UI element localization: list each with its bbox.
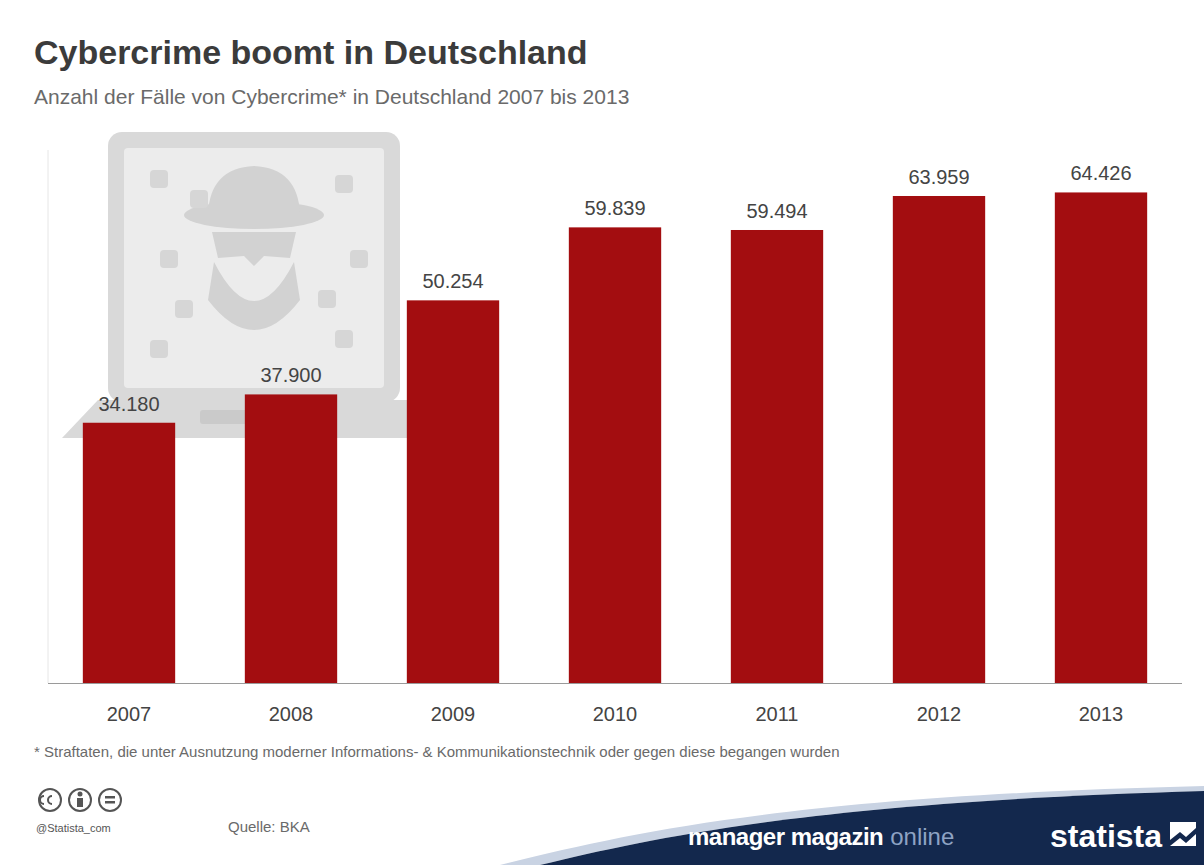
- data-label: 63.959: [908, 166, 969, 188]
- bar: [83, 423, 175, 683]
- mask: [212, 232, 296, 266]
- license-icon: [69, 789, 91, 811]
- laptop-illustration: [62, 132, 430, 438]
- x-tick-label: 2008: [269, 703, 314, 725]
- credit: @Statista_com: [36, 822, 111, 834]
- brand: statista: [1050, 818, 1162, 854]
- beard: [208, 262, 300, 330]
- title: Cybercrime boomt in Deutschland: [34, 33, 588, 71]
- baseline: [48, 683, 1182, 684]
- bar: [731, 230, 823, 683]
- data-label: 50.254: [422, 270, 483, 292]
- by-glyph: [77, 798, 83, 807]
- license-icons: [39, 789, 121, 811]
- bar: [569, 227, 661, 683]
- data-label: 64.426: [1070, 162, 1131, 184]
- icon: [190, 190, 208, 208]
- nd-glyph: [105, 796, 115, 799]
- data-label: 59.839: [584, 197, 645, 219]
- publisher-suffix: online: [890, 823, 954, 850]
- license-icon: [39, 789, 61, 811]
- bar: [893, 196, 985, 683]
- icon: [318, 290, 336, 308]
- source: Quelle: BKA: [228, 818, 310, 835]
- band: [540, 791, 1204, 865]
- x-tick-label: 2007: [107, 703, 152, 725]
- data-label: 59.494: [746, 200, 807, 222]
- value-axis-line: [48, 150, 49, 683]
- x-tick-label: 2011: [755, 703, 798, 725]
- publisher-name: manager magazin: [688, 823, 883, 850]
- subtitle: Anzahl der Fälle von Cybercrime* in Deut…: [34, 85, 629, 108]
- icon: [150, 340, 168, 358]
- data-label: 34.180: [98, 393, 159, 415]
- x-tick-label: 2013: [1079, 703, 1124, 725]
- icon: [350, 250, 368, 268]
- cc-glyph: [40, 796, 52, 804]
- band-highlight: [500, 786, 1204, 865]
- bar: [407, 300, 499, 683]
- x-tick-label: 2009: [431, 703, 476, 725]
- icon: [160, 250, 178, 268]
- bars: [83, 192, 1147, 683]
- license-icon: [99, 789, 121, 811]
- by-glyph: [78, 792, 83, 797]
- chart: Cybercrime boomt in Deutschland Anzahl de…: [0, 0, 1204, 865]
- footnote: * Straftaten, die unter Ausnutzung moder…: [34, 743, 840, 760]
- bar: [1055, 192, 1147, 683]
- brand-icon: [1170, 822, 1196, 846]
- x-tick-label: 2012: [917, 703, 962, 725]
- icon: [175, 300, 193, 318]
- icon: [335, 330, 353, 348]
- nd-glyph: [105, 801, 115, 804]
- x-tick-label: 2010: [593, 703, 638, 725]
- laptop-screen: [108, 132, 400, 402]
- bar: [245, 394, 337, 683]
- laptop-display: [124, 148, 384, 388]
- data-label: 37.900: [260, 364, 321, 386]
- icon: [150, 170, 168, 188]
- icon: [335, 175, 353, 193]
- brand-icon-wave: [1170, 828, 1196, 846]
- background: [0, 0, 1204, 865]
- hat: [208, 166, 300, 214]
